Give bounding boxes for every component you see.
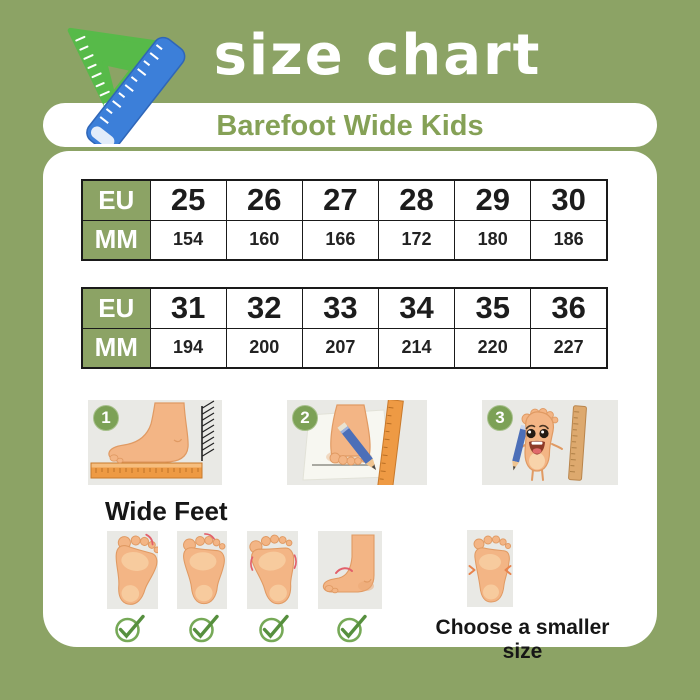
foot-sole-straight-icon [183,533,226,605]
measure-step-1-panel: 1 [88,400,222,485]
row-label-eu: EU [81,287,151,329]
eu-size-cell: 28 [377,179,456,221]
card-heading: Barefoot Wide Kids [216,110,484,142]
foot-against-wall-icon [88,400,222,485]
wide-foot-panel [247,531,298,609]
eu-size-cell: 34 [377,287,456,329]
eu-size-cell: 29 [454,179,532,221]
eu-size-cell: 25 [149,179,227,221]
wide-foot-panel [107,531,158,609]
eu-size-cell: 26 [225,179,303,221]
step-number-badge: 2 [292,405,318,431]
mm-length-cell: 160 [225,219,303,261]
mm-length-cell: 220 [454,327,532,369]
eu-row: EU 25 26 27 28 29 30 [81,179,608,221]
page-title: size chart [213,23,542,88]
mm-length-cell: 166 [301,219,379,261]
row-label-eu: EU [81,179,151,221]
mm-row: MM 194 200 207 214 220 227 [81,327,608,369]
foot-sole-tilted-left-icon [248,531,298,608]
eu-size-cell: 32 [225,287,303,329]
size-table-eu-31-36: EU 31 32 33 34 35 36 MM 194 200 207 214 … [81,287,608,369]
measure-step-2-panel: 2 [287,400,427,485]
mm-length-cell: 154 [149,219,227,261]
eu-size-cell: 36 [530,287,608,329]
narrow-foot-sole-icon [468,535,512,603]
mm-length-cell: 200 [225,327,303,369]
check-circle-icon [189,614,219,643]
mm-length-cell: 227 [530,327,608,369]
mm-length-cell: 194 [149,327,227,369]
eu-size-cell: 33 [301,287,379,329]
foot-side-high-instep-icon [322,534,375,594]
size-table-eu-25-30: EU 25 26 27 28 29 30 MM 154 160 166 172 … [81,179,608,261]
wide-feet-heading: Wide Feet [105,496,228,526]
wide-foot-panel [177,531,227,609]
eu-size-cell: 35 [454,287,532,329]
set-square-ruler-icon [67,27,186,144]
mm-length-cell: 180 [454,219,532,261]
row-label-mm: MM [81,327,151,369]
eu-row: EU 31 32 33 34 35 36 [81,287,608,329]
mm-length-cell: 214 [377,327,456,369]
eu-size-cell: 31 [149,287,227,329]
step-number-badge: 1 [93,405,119,431]
mm-length-cell: 172 [377,219,456,261]
mm-row: MM 154 160 166 172 180 186 [81,219,608,261]
mm-length-cell: 186 [530,219,608,261]
smaller-size-note: Choose a smaller size [435,616,610,663]
check-circle-icon [115,614,145,643]
foot-sole-tilted-right-icon [107,532,158,609]
mm-length-cell: 207 [301,327,379,369]
measure-step-3-panel: 3 [482,400,618,485]
narrow-foot-panel [467,530,513,607]
eu-size-cell: 27 [301,179,379,221]
foot-character-icon [482,400,618,485]
wide-foot-panel [318,531,382,609]
row-label-mm: MM [81,219,151,261]
eu-size-cell: 30 [530,179,608,221]
check-circle-icon [259,614,289,643]
step-number-badge: 3 [487,405,513,431]
check-circle-icon [337,614,367,643]
